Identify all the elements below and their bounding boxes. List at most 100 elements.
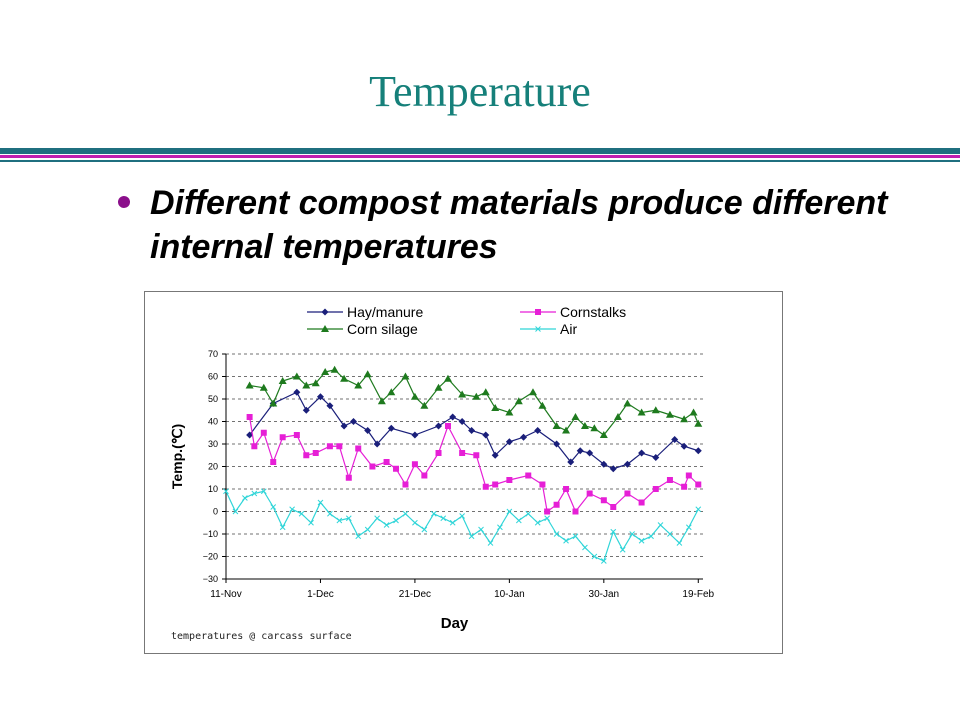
- y-tick-label: 20: [208, 462, 218, 472]
- data-point-hay-manure: [373, 440, 381, 448]
- data-point-air: [383, 522, 390, 528]
- data-point-corn-silage: [472, 392, 481, 400]
- data-point-hay-manure: [468, 427, 476, 434]
- data-point-cornstalks: [336, 443, 343, 450]
- data-point-air: [619, 546, 626, 553]
- data-point-air: [525, 510, 532, 517]
- data-point-air: [695, 506, 702, 513]
- data-point-corn-silage: [269, 399, 278, 407]
- data-point-cornstalks: [624, 490, 631, 497]
- legend-label-hay-manure: Hay/manure: [347, 304, 423, 320]
- data-point-hay-manure: [505, 438, 513, 446]
- data-point-cornstalks: [393, 465, 400, 472]
- data-point-corn-silage: [434, 383, 443, 391]
- data-point-cornstalks: [652, 486, 659, 492]
- data-point-cornstalks: [279, 434, 286, 441]
- data-point-air: [260, 488, 267, 495]
- data-point-corn-silage: [458, 390, 467, 398]
- x-tick-label: 19-Feb: [682, 589, 714, 600]
- data-point-air: [648, 533, 654, 540]
- data-point-air: [685, 524, 692, 531]
- data-point-air: [459, 513, 465, 519]
- y-tick-label: 50: [208, 394, 218, 404]
- bullet-text: Different compost materials produce diff…: [150, 184, 888, 266]
- data-point-air: [600, 558, 607, 564]
- data-point-air: [515, 517, 522, 524]
- y-tick-label: 30: [208, 439, 218, 449]
- data-point-cornstalks: [251, 443, 258, 450]
- data-point-hay-manure: [326, 402, 334, 410]
- data-point-corn-silage: [528, 388, 537, 396]
- y-tick-label: 0: [213, 507, 218, 517]
- data-point-cornstalks: [553, 501, 560, 508]
- y-tick-label: 40: [208, 417, 218, 427]
- data-point-air: [487, 540, 494, 546]
- data-point-corn-silage: [491, 404, 500, 411]
- data-point-cornstalks: [246, 414, 253, 420]
- data-point-corn-silage: [387, 388, 396, 396]
- header-rule-teal-thick: [0, 148, 960, 154]
- data-point-air: [270, 504, 277, 510]
- data-point-air: [629, 531, 636, 537]
- data-point-cornstalks: [600, 497, 607, 504]
- data-point-hay-manure: [600, 460, 608, 468]
- data-point-cornstalks: [539, 481, 546, 488]
- data-point-hay-manure: [458, 418, 466, 425]
- data-point-hay-manure: [482, 431, 490, 439]
- data-point-hay-manure: [652, 454, 660, 461]
- data-point-hay-manure: [449, 413, 457, 421]
- data-point-corn-silage: [613, 413, 622, 420]
- x-tick-label: 30-Jan: [589, 589, 620, 600]
- data-point-air: [657, 522, 664, 528]
- data-point-air: [298, 510, 305, 517]
- data-point-cornstalks: [435, 450, 442, 456]
- data-point-hay-manure: [567, 458, 575, 466]
- data-point-air: [232, 508, 239, 515]
- data-point-corn-silage: [689, 408, 698, 416]
- data-point-corn-silage: [590, 424, 599, 432]
- data-point-cornstalks: [525, 472, 532, 479]
- y-tick-label: 10: [208, 484, 218, 494]
- data-point-cornstalks: [695, 481, 702, 488]
- data-point-corn-silage: [680, 415, 689, 423]
- x-tick-label: 11-Nov: [210, 589, 242, 600]
- data-point-hay-manure: [340, 422, 348, 430]
- data-point-corn-silage: [410, 392, 419, 400]
- data-point-air: [676, 540, 683, 546]
- chart-panel: −30 −20 −10 0 10 20 30 40 50 60 70 11-Nov 1-Dec 21-De…: [144, 291, 783, 654]
- data-point-corn-silage: [311, 379, 320, 387]
- data-point-cornstalks: [586, 490, 593, 497]
- series-line-air: [225, 490, 699, 562]
- data-point-cornstalks: [303, 452, 310, 459]
- data-point-corn-silage: [665, 410, 674, 418]
- data-point-hay-manure: [576, 447, 584, 455]
- data-point-corn-silage: [571, 413, 580, 420]
- data-point-air: [572, 533, 579, 540]
- data-point-cornstalks: [402, 481, 409, 488]
- data-point-hay-manure: [680, 442, 688, 450]
- header-rule-magenta: [0, 155, 960, 158]
- data-point-air: [345, 515, 352, 522]
- data-point-corn-silage: [694, 419, 703, 427]
- data-point-cornstalks: [681, 483, 688, 490]
- data-point-corn-silage: [580, 422, 589, 429]
- data-point-air: [440, 515, 447, 522]
- y-tick-label: −20: [203, 552, 218, 562]
- legend-marker-hay-manure: [321, 308, 329, 316]
- x-tick-label: 1-Dec: [307, 589, 334, 600]
- slide-title: Temperature: [369, 67, 591, 116]
- data-point-corn-silage: [420, 401, 429, 409]
- data-point-corn-silage: [623, 399, 632, 407]
- data-point-cornstalks: [572, 508, 579, 515]
- data-point-air: [506, 508, 513, 515]
- header-rule-teal-thin: [0, 160, 960, 162]
- data-point-cornstalks: [492, 481, 499, 488]
- data-point-air: [402, 510, 409, 517]
- data-point-cornstalks: [459, 450, 466, 456]
- data-point-hay-manure: [623, 460, 631, 468]
- bullet-dot: [118, 196, 130, 208]
- data-point-corn-silage: [599, 431, 608, 438]
- data-point-air: [393, 517, 399, 524]
- data-point-cornstalks: [411, 461, 418, 468]
- data-point-air: [317, 499, 324, 506]
